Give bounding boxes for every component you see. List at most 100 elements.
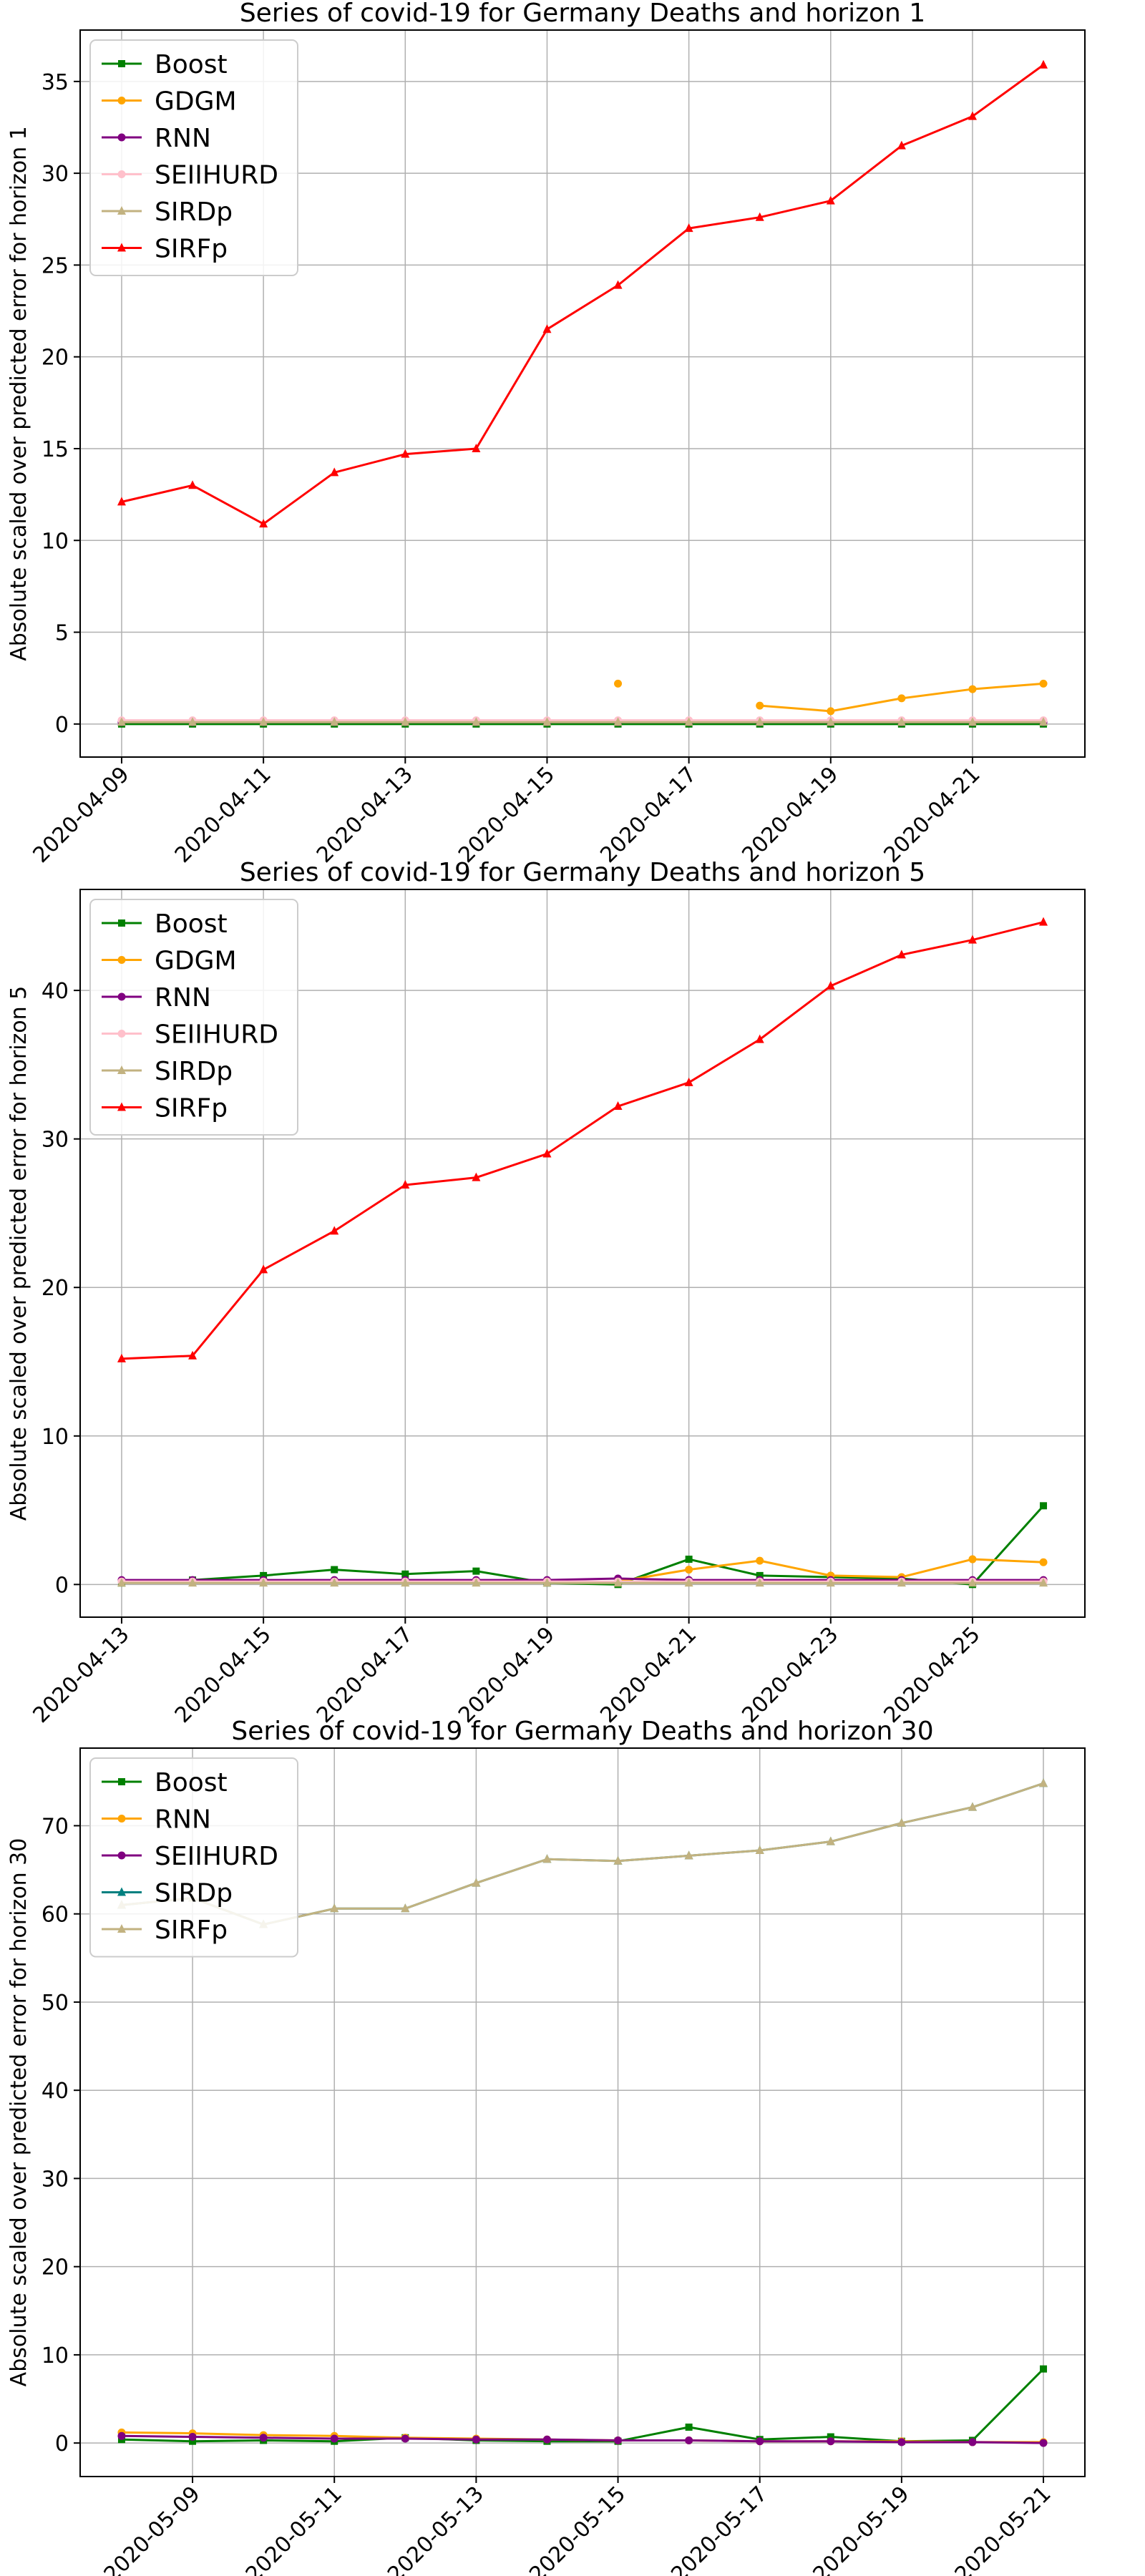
data-point — [827, 2437, 835, 2446]
y-tick-label: 0 — [55, 2431, 69, 2457]
x-tick-label: 2020-04-19 — [454, 1622, 560, 1728]
data-point — [330, 1578, 339, 1587]
data-point — [401, 1180, 410, 1189]
legend-label: SEIIHURD — [155, 1842, 278, 1871]
legend-label: SIRFp — [155, 1916, 228, 1945]
y-tick-label: 10 — [42, 529, 69, 554]
data-point — [755, 1034, 764, 1043]
x-tick-label: 2020-04-11 — [170, 762, 276, 868]
legend: Boost GDGM RNN SEIIHURD SIRDp SIRFp — [89, 899, 298, 1136]
series-boost — [117, 2365, 1048, 2445]
series-line — [121, 1577, 1044, 1581]
data-point — [968, 935, 977, 944]
x-tick-label: 2020-05-15 — [525, 2482, 630, 2576]
x-tick-label: 2020-04-09 — [29, 762, 135, 868]
data-point — [827, 2433, 834, 2441]
data-point — [472, 1878, 481, 1887]
data-point — [1039, 1778, 1048, 1787]
y-tick-label: 10 — [42, 1425, 69, 1450]
data-point — [188, 480, 198, 489]
data-point — [472, 1567, 480, 1575]
y-tick-label: 30 — [42, 1128, 69, 1153]
data-point — [259, 1264, 268, 1274]
data-point — [826, 1578, 835, 1587]
legend-box — [89, 39, 298, 276]
legend-label: SIRFp — [155, 1094, 228, 1123]
data-point — [827, 707, 835, 716]
legend-item: SIRDp — [102, 1057, 233, 1086]
x-tick-label: 2020-04-13 — [312, 762, 418, 868]
series-gdgm — [614, 679, 1048, 716]
x-tick-label: 2020-05-19 — [808, 2482, 914, 2576]
y-tick-label: 15 — [42, 437, 69, 462]
data-point — [401, 717, 410, 726]
data-point — [259, 1578, 268, 1587]
data-point — [330, 1903, 339, 1913]
series-sirfp — [117, 917, 1048, 1362]
data-point — [968, 1555, 977, 1563]
y-tick-label: 25 — [42, 253, 69, 278]
series-sirdp — [117, 717, 1048, 726]
data-point — [542, 2435, 551, 2444]
data-point — [117, 717, 126, 726]
legend-label: SIRDp — [155, 197, 233, 227]
x-tick-label: 2020-04-17 — [595, 762, 701, 868]
data-point — [330, 717, 339, 726]
data-point — [472, 443, 481, 452]
y-tick-label: 20 — [42, 1276, 69, 1301]
legend-label: SIRDp — [155, 1879, 233, 1908]
data-point — [542, 1578, 552, 1587]
data-point — [260, 1571, 268, 1579]
legend-label: SEIIHURD — [155, 161, 278, 190]
data-point — [401, 1903, 410, 1913]
x-tick-label: 2020-04-19 — [737, 762, 843, 868]
data-point — [472, 717, 481, 726]
legend-label: Boost — [155, 50, 228, 79]
legend-marker — [118, 1778, 125, 1785]
data-point — [1039, 679, 1048, 688]
data-point — [968, 111, 977, 120]
data-point — [685, 2436, 693, 2444]
x-tick-label: 2020-04-21 — [880, 762, 985, 868]
x-tick-label: 2020-05-11 — [241, 2482, 347, 2576]
data-point — [1039, 1558, 1048, 1566]
data-point — [613, 1578, 623, 1587]
legend-marker — [117, 1030, 126, 1038]
y-axis-label: Absolute scaled over predicted error for… — [6, 1838, 31, 2387]
data-point — [685, 1566, 693, 1574]
data-point — [542, 1854, 552, 1863]
data-point — [1039, 59, 1048, 69]
data-point — [756, 1571, 764, 1579]
data-point — [684, 1578, 693, 1587]
legend-item: RNN — [102, 124, 211, 153]
legend-marker — [117, 170, 126, 178]
data-point — [614, 679, 623, 688]
y-axis-label: Absolute scaled over predicted error for… — [6, 126, 31, 661]
data-point — [259, 717, 268, 726]
chart-1: 0 5 10 15 20 25 30 35 2020-04-09 2020-04-11 2020-0… — [6, 0, 1086, 868]
data-point — [968, 2438, 977, 2446]
legend-box — [89, 1757, 298, 1958]
legend-marker — [117, 243, 126, 252]
data-point — [685, 1556, 693, 1563]
chart-title: Series of covid-19 for Germany Deaths an… — [231, 1717, 933, 1746]
data-point — [826, 1836, 835, 1845]
data-point — [613, 1855, 623, 1865]
data-point — [613, 1101, 623, 1111]
legend-item: Boost — [102, 1768, 228, 1797]
legend-label: Boost — [155, 909, 228, 939]
legend-item: Boost — [102, 909, 228, 939]
legend-marker — [117, 1065, 126, 1074]
legend-label: RNN — [155, 1805, 211, 1835]
legend-box — [89, 899, 298, 1136]
y-tick-label: 40 — [42, 2079, 69, 2104]
data-point — [613, 280, 623, 289]
data-point — [330, 2434, 338, 2443]
legend-marker — [117, 1887, 126, 1896]
data-point — [117, 1353, 126, 1362]
legend-item: SIRFp — [102, 235, 228, 264]
legend-item: SIRFp — [102, 1916, 228, 1945]
data-point — [684, 717, 693, 726]
data-point — [188, 1350, 198, 1360]
data-point — [1039, 717, 1048, 726]
